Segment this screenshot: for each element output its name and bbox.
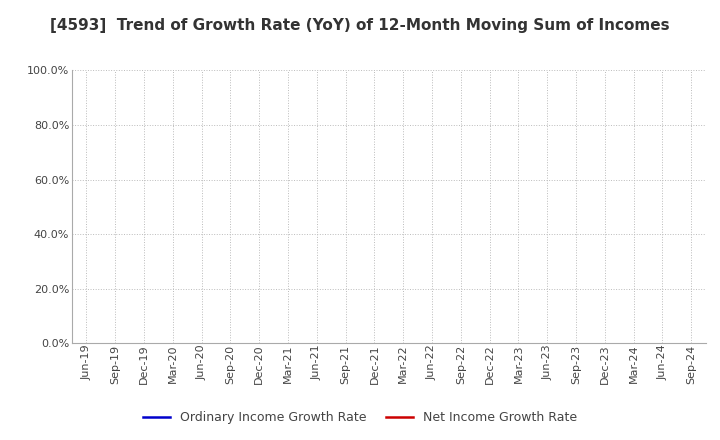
Text: [4593]  Trend of Growth Rate (YoY) of 12-Month Moving Sum of Incomes: [4593] Trend of Growth Rate (YoY) of 12-… [50,18,670,33]
Legend: Ordinary Income Growth Rate, Net Income Growth Rate: Ordinary Income Growth Rate, Net Income … [138,407,582,429]
